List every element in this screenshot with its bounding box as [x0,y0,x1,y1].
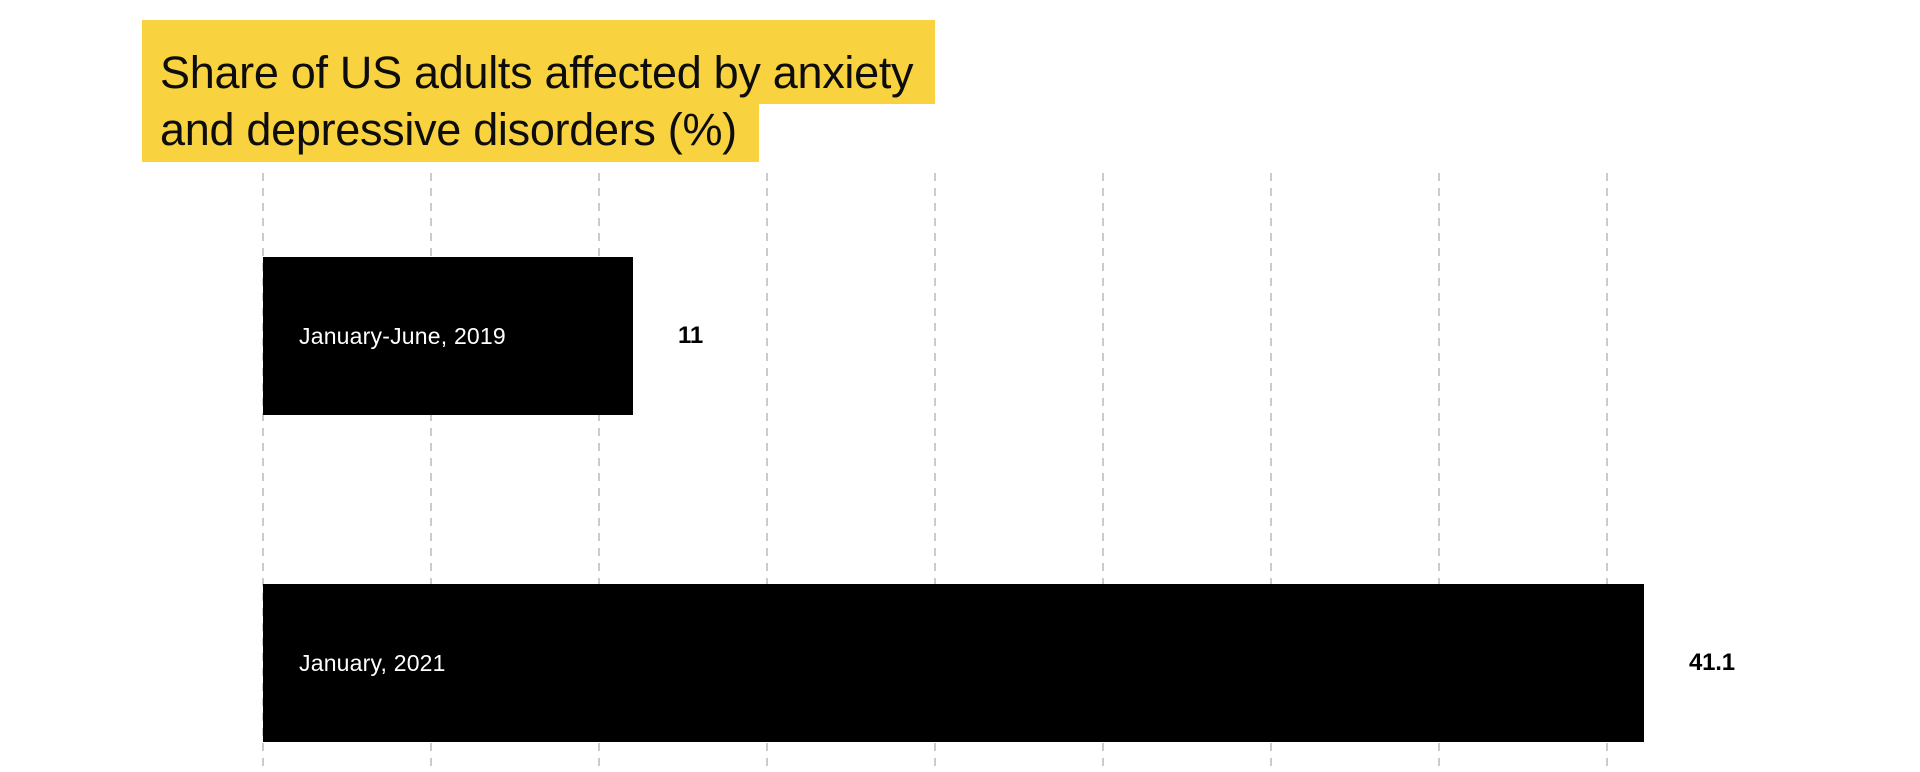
x-gridline [934,173,936,772]
bar-january-june-2019[interactable]: January-June, 2019 [263,257,633,415]
bar-row-2021: January, 2021 41.1 [263,584,1735,742]
bar-january-2021[interactable]: January, 2021 [263,584,1644,742]
x-gridline [766,173,768,772]
chart-title-line-1: Share of US adults affected by anxiety [142,20,936,104]
x-gridline [262,173,264,772]
bar-row-2019: January-June, 2019 11 [263,257,703,415]
chart-title-line-2: and depressive disorders (%) [142,104,759,162]
x-gridline [1606,173,1608,772]
x-gridline [430,173,432,772]
bar-value-label: 11 [678,322,703,349]
chart-title-row-2: and depressive disorders (%) [142,104,935,162]
bar-category-label: January-June, 2019 [299,322,506,349]
x-gridline [598,173,600,772]
chart-title-row-1: Share of US adults affected by anxiety [142,20,936,104]
bar-category-label: January, 2021 [299,649,446,676]
x-gridline [1438,173,1440,772]
x-gridline [1102,173,1104,772]
bar-value-label: 41.1 [1689,649,1735,676]
x-gridline [1270,173,1272,772]
chart-title: Share of US adults affected by anxiety a… [142,20,936,162]
